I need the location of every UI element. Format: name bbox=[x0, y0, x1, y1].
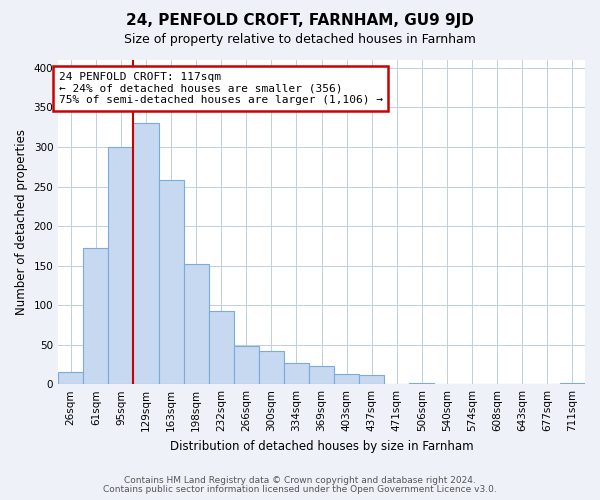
Bar bbox=[284, 363, 309, 384]
Bar bbox=[334, 374, 359, 384]
X-axis label: Distribution of detached houses by size in Farnham: Distribution of detached houses by size … bbox=[170, 440, 473, 452]
Bar bbox=[409, 382, 434, 384]
Bar bbox=[560, 382, 585, 384]
Bar bbox=[158, 180, 184, 384]
Bar bbox=[309, 366, 334, 384]
Bar bbox=[83, 248, 109, 384]
Text: Size of property relative to detached houses in Farnham: Size of property relative to detached ho… bbox=[124, 34, 476, 46]
Bar bbox=[58, 372, 83, 384]
Bar bbox=[234, 346, 259, 384]
Text: 24, PENFOLD CROFT, FARNHAM, GU9 9JD: 24, PENFOLD CROFT, FARNHAM, GU9 9JD bbox=[126, 12, 474, 28]
Bar bbox=[359, 376, 385, 384]
Bar bbox=[259, 351, 284, 384]
Text: 24 PENFOLD CROFT: 117sqm
← 24% of detached houses are smaller (356)
75% of semi-: 24 PENFOLD CROFT: 117sqm ← 24% of detach… bbox=[59, 72, 383, 105]
Y-axis label: Number of detached properties: Number of detached properties bbox=[15, 129, 28, 315]
Bar bbox=[109, 147, 133, 384]
Bar bbox=[184, 264, 209, 384]
Text: Contains HM Land Registry data © Crown copyright and database right 2024.: Contains HM Land Registry data © Crown c… bbox=[124, 476, 476, 485]
Bar bbox=[209, 310, 234, 384]
Text: Contains public sector information licensed under the Open Government Licence v3: Contains public sector information licen… bbox=[103, 484, 497, 494]
Bar bbox=[133, 124, 158, 384]
